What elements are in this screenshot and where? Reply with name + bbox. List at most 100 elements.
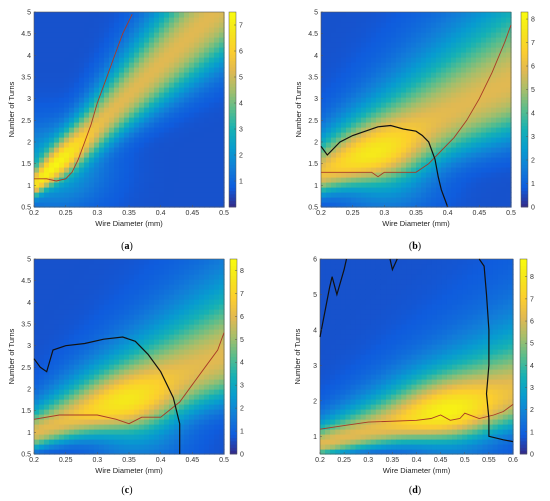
- boundary-line-b: [321, 24, 512, 178]
- y-tick-label: 5: [27, 257, 31, 264]
- panel-b: 0.2 0.25 0.3 0.35 0.4 0.45 0.5 0.5 1 1.5 2 2.5 3 3.5 4…: [294, 10, 535, 253]
- y-tick-label: 4: [314, 53, 318, 60]
- constraint-line-b: [320, 124, 449, 208]
- x-tick-label: 0.4: [443, 210, 453, 217]
- x-tick-label: 0.5: [219, 210, 229, 217]
- y-tick-label: 4: [27, 300, 31, 307]
- x-tick-label: 0.55: [482, 457, 496, 464]
- x-tick-label: 0.6: [508, 457, 518, 464]
- heatmap-surface-a: [34, 12, 225, 208]
- x-tick-label: 0.25: [59, 457, 73, 464]
- colorbar-tick-label: 7: [531, 40, 535, 47]
- y-tick-label: 0.5: [308, 205, 318, 212]
- boundary-line-d: [319, 404, 514, 430]
- panel-caption: (a): [121, 241, 133, 252]
- colorbar-tick-label: 6: [531, 64, 535, 71]
- colorbar-tick-label: 3: [239, 127, 243, 134]
- x-axis-label: Wire Diameter (mm): [382, 219, 450, 228]
- x-tick-label: 0.5: [506, 210, 516, 217]
- y-axis-label: Number of Turns: [294, 81, 303, 137]
- x-tick-label: 0.3: [92, 457, 102, 464]
- y-tick-label: 1: [314, 183, 318, 190]
- x-tick-label: 0.35: [122, 210, 136, 217]
- y-tick-label: 2.5: [308, 118, 318, 125]
- panel-caption: (b): [409, 241, 421, 252]
- x-tick-label: 0.35: [386, 457, 400, 464]
- y-tick-label: 4.5: [21, 278, 31, 285]
- x-axis-label: Wire Diameter (mm): [383, 466, 451, 475]
- x-tick-label: 0.25: [337, 457, 351, 464]
- y-axis-label: Number of Turns: [293, 328, 302, 384]
- colorbar-tick-label: 2: [531, 158, 535, 165]
- x-tick-label: 0.2: [315, 457, 325, 464]
- colorbar-tick-label: 6: [239, 49, 243, 56]
- constraint-3-line-d: [478, 258, 514, 443]
- x-tick-label: 0.5: [460, 457, 470, 464]
- colorbar-tick-label: 7: [240, 291, 244, 298]
- panel-c: 0.2 0.25 0.3 0.35 0.4 0.45 0.5 0.5 1 1.5 2 2.5 3 3.5 4…: [7, 257, 244, 497]
- constraint-line-c: [33, 336, 181, 454]
- colorbar-tick-label: 8: [531, 17, 535, 24]
- colorbar-tick-label: 4: [239, 101, 243, 108]
- y-tick-label: 1.5: [21, 408, 31, 415]
- y-tick-label: 5: [313, 292, 317, 299]
- colorbar-tick-label: 0: [530, 452, 534, 459]
- y-tick-label: 4.5: [308, 31, 318, 38]
- x-tick-label: 0.35: [122, 457, 136, 464]
- colorbar-d: 0 1 2 3 4 5 6 7 8: [519, 258, 534, 459]
- y-tick-label: 3.5: [21, 75, 31, 82]
- colorbar-tick-label: 3: [530, 385, 534, 392]
- colorbar-tick-label: 3: [531, 134, 535, 141]
- y-tick-label: 3.5: [21, 322, 31, 329]
- y-tick-label: 2: [27, 140, 31, 147]
- y-tick-label: 1: [313, 434, 317, 441]
- colorbar-tick-label: 8: [240, 268, 244, 275]
- x-tick-label: 0.2: [29, 457, 39, 464]
- y-tick-label: 4: [313, 327, 317, 334]
- panel-caption: (c): [121, 485, 132, 496]
- colorbar-tick-label: 3: [240, 383, 244, 390]
- x-axis-label: Wire Diameter (mm): [95, 219, 163, 228]
- colorbar-tick-label: 4: [530, 363, 534, 370]
- boundary-line-a: [34, 14, 133, 182]
- colorbar-tick-label: 6: [530, 319, 534, 326]
- y-tick-label: 4: [27, 53, 31, 60]
- x-tick-label: 0.3: [379, 210, 389, 217]
- x-tick-label: 0.3: [92, 210, 102, 217]
- colorbar-tick-label: 1: [530, 429, 534, 436]
- colorbar-tick-label: 5: [239, 75, 243, 82]
- panel-caption: (d): [409, 485, 421, 496]
- colorbar-tick-label: 2: [530, 407, 534, 414]
- y-axis-label: Number of Turns: [7, 328, 16, 384]
- colorbar-tick-label: 4: [531, 111, 535, 118]
- y-tick-label: 6: [313, 257, 317, 264]
- x-axis-label: Wire Diameter (mm): [95, 466, 163, 475]
- y-tick-label: 0.5: [21, 205, 31, 212]
- x-tick-label: 0.25: [346, 210, 360, 217]
- colorbar-tick-label: 7: [530, 296, 534, 303]
- constraint-2-line-d: [389, 258, 398, 272]
- x-tick-label: 0.35: [409, 210, 423, 217]
- colorbar-tick-label: 2: [240, 406, 244, 413]
- x-tick-label: 0.2: [316, 210, 326, 217]
- colorbar-tick-label: 1: [240, 429, 244, 436]
- y-tick-label: 1: [27, 430, 31, 437]
- x-tick-label: 0.2: [29, 210, 39, 217]
- x-tick-label: 0.3: [363, 457, 373, 464]
- x-tick-label: 0.5: [219, 457, 229, 464]
- colorbar-tick-label: 5: [530, 341, 534, 348]
- colorbar-tick-label: 2: [239, 153, 243, 160]
- x-tick-label: 0.45: [473, 210, 487, 217]
- y-tick-label: 5: [27, 10, 31, 17]
- y-tick-label: 4.5: [21, 31, 31, 38]
- y-tick-label: 1: [27, 183, 31, 190]
- heatmap-surface-c: [34, 259, 225, 455]
- colorbar-c: 0 1 2 3 4 5 6 7 8: [229, 258, 244, 459]
- y-tick-label: 0.5: [21, 452, 31, 459]
- y-axis-label: Number of Turns: [7, 81, 16, 137]
- y-tick-label: 3: [313, 363, 317, 370]
- y-tick-label: 3: [27, 96, 31, 103]
- colorbar-tick-label: 1: [239, 179, 243, 186]
- x-tick-label: 0.45: [186, 457, 200, 464]
